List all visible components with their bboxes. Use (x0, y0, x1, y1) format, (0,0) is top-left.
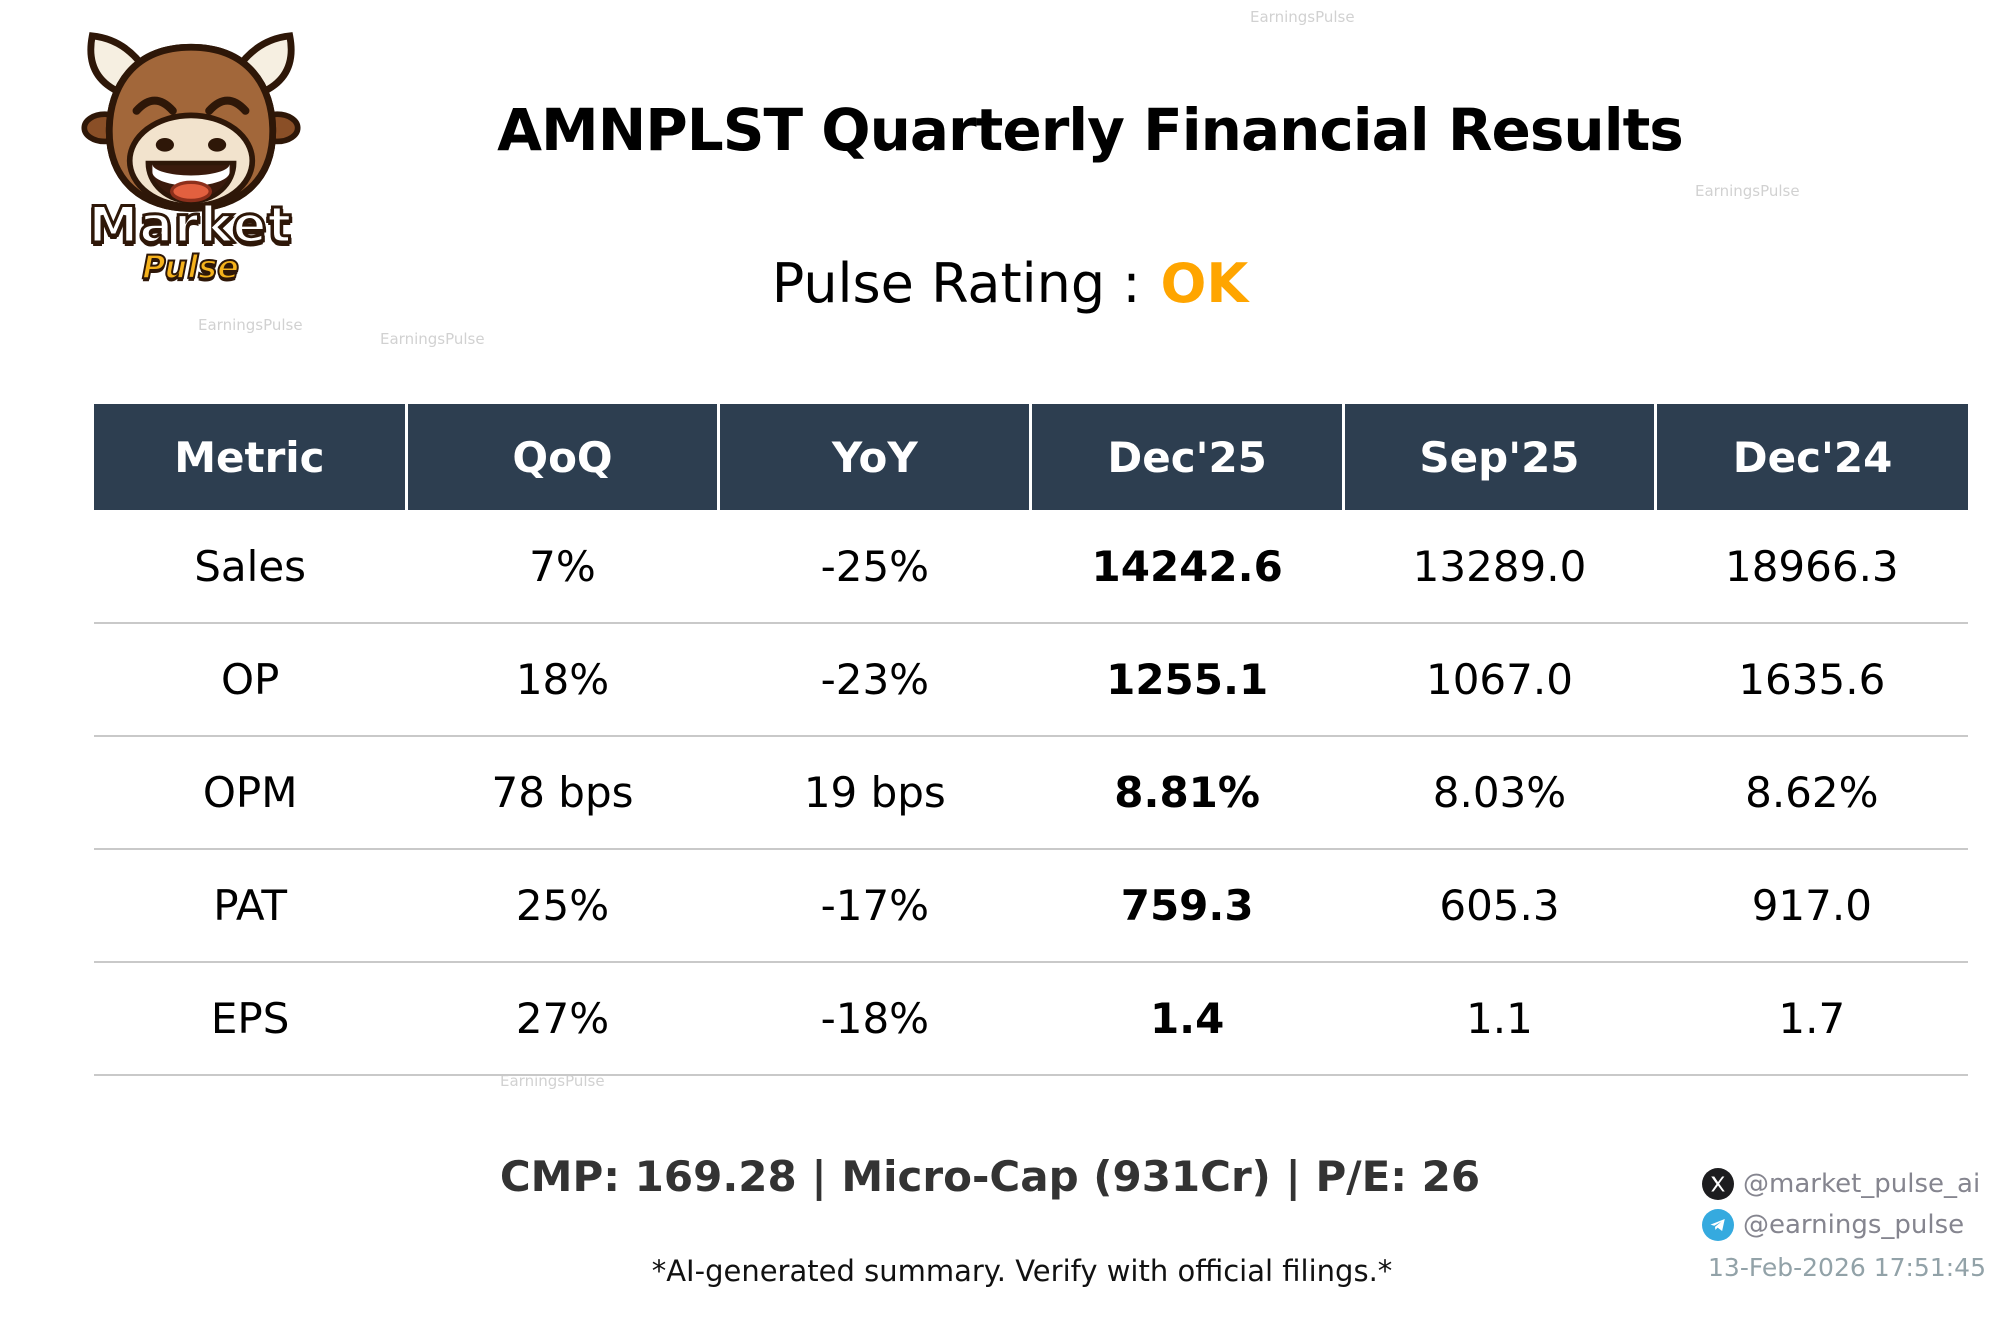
qoq-cell: 78 bps (406, 736, 719, 850)
metric-cell: OP (94, 623, 407, 737)
sep25-cell: 1.1 (1343, 962, 1656, 1076)
table-header-row: Metric QoQ YoY Dec'25 Sep'25 Dec'24 (94, 404, 1968, 510)
pulse-rating-label: Pulse Rating : (771, 252, 1141, 315)
dec25-cell: 1255.1 (1030, 623, 1344, 737)
telegram-icon (1702, 1209, 1734, 1241)
metric-cell: PAT (94, 849, 407, 963)
telegram-handle: @earnings_pulse (1743, 1210, 1965, 1240)
column-header-dec24: Dec'24 (1655, 404, 1968, 510)
page-title: AMNPLST Quarterly Financial Results (497, 96, 1684, 164)
disclaimer: *AI-generated summary. Verify with offic… (651, 1254, 1393, 1288)
x-handle-row: @market_pulse_ai (1702, 1168, 1992, 1200)
telegram-handle-row: @earnings_pulse (1702, 1209, 1992, 1241)
brand-logo: Market Pulse (48, 20, 333, 287)
dec24-cell: 8.62% (1655, 736, 1968, 850)
qoq-cell: 25% (406, 849, 719, 963)
watermark: EarningsPulse (1250, 8, 1355, 26)
table-row: OPM 78 bps 19 bps 8.81% 8.03% 8.62% (94, 736, 1968, 850)
qoq-cell: 18% (406, 623, 719, 737)
metric-cell: Sales (94, 510, 407, 624)
watermark: EarningsPulse (1695, 182, 1800, 200)
pulse-rating-value: OK (1160, 252, 1249, 315)
dec24-cell: 917.0 (1655, 849, 1968, 963)
column-header-dec25: Dec'25 (1030, 404, 1345, 510)
results-table: Metric QoQ YoY Dec'25 Sep'25 Dec'24 Sale… (94, 404, 1968, 1076)
table-row: OP 18% -23% 1255.1 1067.0 1635.6 (94, 623, 1968, 737)
dec24-cell: 18966.3 (1655, 510, 1968, 624)
column-header-yoy: YoY (718, 404, 1033, 510)
x-handle: @market_pulse_ai (1743, 1169, 1981, 1199)
column-header-sep25: Sep'25 (1343, 404, 1658, 510)
table-row: Sales 7% -25% 14242.6 13289.0 18966.3 (94, 510, 1968, 624)
qoq-cell: 27% (406, 962, 719, 1076)
sep25-cell: 13289.0 (1343, 510, 1656, 624)
yoy-cell: -25% (718, 510, 1031, 624)
watermark: EarningsPulse (500, 1072, 605, 1090)
dec25-cell: 1.4 (1030, 962, 1344, 1076)
yoy-cell: -17% (718, 849, 1031, 963)
x-icon (1702, 1168, 1734, 1200)
dec24-cell: 1635.6 (1655, 623, 1968, 737)
dec25-cell: 14242.6 (1030, 510, 1344, 624)
column-header-metric: Metric (94, 404, 408, 510)
brand-name-market: Market (87, 195, 293, 256)
metric-cell: OPM (94, 736, 407, 850)
metric-cell: EPS (94, 962, 407, 1076)
yoy-cell: -23% (718, 623, 1031, 737)
watermark: EarningsPulse (198, 316, 303, 334)
table-row: PAT 25% -17% 759.3 605.3 917.0 (94, 849, 1968, 963)
column-header-qoq: QoQ (406, 404, 721, 510)
yoy-cell: -18% (718, 962, 1031, 1076)
watermark: EarningsPulse (380, 330, 485, 348)
dec25-cell: 759.3 (1030, 849, 1344, 963)
qoq-cell: 7% (406, 510, 719, 624)
sep25-cell: 8.03% (1343, 736, 1656, 850)
bull-mascot-icon (80, 32, 301, 212)
yoy-cell: 19 bps (718, 736, 1031, 850)
sep25-cell: 605.3 (1343, 849, 1656, 963)
social-block: @market_pulse_ai @earnings_pulse 13-Feb-… (1702, 1168, 1992, 1282)
sep25-cell: 1067.0 (1343, 623, 1656, 737)
summary-line: CMP: 169.28 | Micro-Cap (931Cr) | P/E: 2… (499, 1152, 1481, 1201)
brand-name-pulse: Pulse (141, 247, 240, 287)
dec25-cell: 8.81% (1030, 736, 1344, 850)
table-row: EPS 27% -18% 1.4 1.1 1.7 (94, 962, 1968, 1076)
pulse-rating: Pulse Rating : OK (350, 252, 1670, 315)
dec24-cell: 1.7 (1655, 962, 1968, 1076)
timestamp: 13-Feb-2026 17:51:45 (1708, 1253, 1986, 1282)
